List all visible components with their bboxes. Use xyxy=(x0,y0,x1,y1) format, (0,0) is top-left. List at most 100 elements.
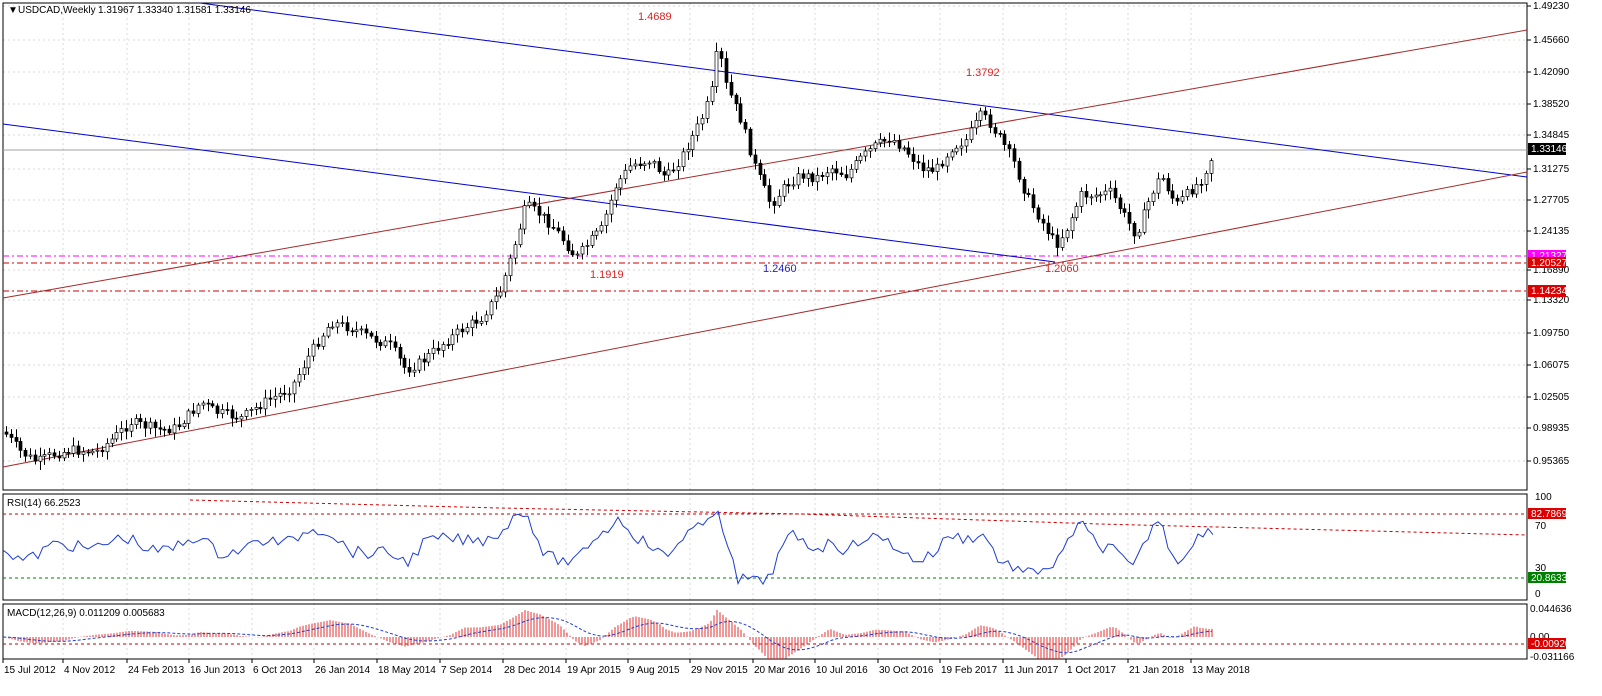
rsi-tick-label: 70 xyxy=(1535,521,1547,532)
time-tick-label: 10 Jul 2016 xyxy=(816,665,868,676)
candle-body xyxy=(417,358,422,371)
candle-body xyxy=(657,161,662,172)
candle-body xyxy=(90,450,95,454)
level-magenta-tag-text: 1.21327 xyxy=(1531,251,1568,262)
candle-body xyxy=(738,103,743,123)
price-tick-label: 0.95365 xyxy=(1533,456,1570,467)
candle-body xyxy=(983,110,988,116)
candle-body xyxy=(585,245,590,247)
candle-body xyxy=(1041,218,1046,224)
annotation-low-2015: 1.1919 xyxy=(590,269,624,281)
candle-body xyxy=(393,341,398,348)
candle-body xyxy=(863,150,868,157)
candle-body xyxy=(498,291,503,297)
price-axis: 1.49230 1.45660 1.42090 1.38520 1.34845 1.312… xyxy=(1527,1,1570,467)
candle-body xyxy=(1089,196,1094,199)
rsi-tick-label: 100 xyxy=(1535,492,1552,503)
candle-body xyxy=(772,201,777,206)
candle-body xyxy=(479,321,484,324)
current-price-tag-text: 1.33146 xyxy=(1531,144,1568,155)
candle-body xyxy=(306,355,311,369)
candle-body xyxy=(1190,189,1195,195)
candle-body xyxy=(546,213,551,228)
macd-level-tag-text: -0.00920 xyxy=(1531,639,1571,650)
candle-body xyxy=(354,329,359,332)
candle-body xyxy=(676,166,681,171)
candle-body xyxy=(446,344,451,346)
macd-axis: 0.044636 0.00 -0.031166 xyxy=(1530,604,1575,663)
candle-body xyxy=(465,327,470,333)
candle-body xyxy=(940,163,945,167)
candle-body xyxy=(273,395,278,400)
candle-body xyxy=(378,341,383,347)
candle-body xyxy=(849,168,854,179)
red-channel-upper-line[interactable] xyxy=(2,29,1528,299)
candle-body xyxy=(282,392,287,395)
annotation-high-2017: 1.3792 xyxy=(966,67,1000,79)
candle-body xyxy=(268,397,273,400)
blue-channel-upper-line[interactable] xyxy=(199,2,1528,178)
candle-body xyxy=(945,156,950,167)
candle-body xyxy=(1050,233,1055,236)
candle-body xyxy=(748,128,753,156)
candle-body xyxy=(1065,230,1070,239)
candle-body xyxy=(892,140,897,143)
candle-body xyxy=(566,240,571,252)
candle-body xyxy=(618,178,623,189)
candle-body xyxy=(522,205,527,230)
candle-body xyxy=(854,160,859,170)
candle-body xyxy=(1026,192,1031,196)
candle-body xyxy=(9,433,14,438)
time-tick-label: 6 Oct 2013 xyxy=(253,665,302,676)
candle-body xyxy=(100,449,105,453)
candle-body xyxy=(71,445,76,454)
candle-body xyxy=(162,428,167,431)
candle-body xyxy=(1108,187,1113,192)
candle-body xyxy=(359,328,364,331)
candle-body xyxy=(969,127,974,141)
candle-body xyxy=(527,201,532,206)
red-channel-lower-line[interactable] xyxy=(2,171,1528,468)
price-tick-label: 1.09750 xyxy=(1533,328,1570,339)
candle-body xyxy=(287,393,292,396)
rsi-line xyxy=(2,510,1214,586)
time-tick-label: 26 Jan 2014 xyxy=(315,665,370,676)
candle-body xyxy=(767,185,772,202)
candle-body xyxy=(810,173,815,183)
candle-body xyxy=(993,127,998,134)
candle-body xyxy=(297,374,302,383)
candle-body xyxy=(148,421,153,429)
chart-ohlc-label: 1.31967 1.33340 1.31581 1.33146 xyxy=(98,5,251,16)
candle-body xyxy=(921,162,926,172)
candle-body xyxy=(710,86,715,102)
candle-body xyxy=(935,163,940,172)
candle-body xyxy=(436,347,441,351)
candle-body xyxy=(398,347,403,359)
candle-body xyxy=(580,246,585,255)
candle-body xyxy=(1046,222,1051,234)
candle-body xyxy=(930,167,935,172)
candle-body xyxy=(76,445,81,455)
candle-body xyxy=(234,417,239,420)
candle-body xyxy=(518,228,523,246)
candle-body xyxy=(911,153,916,162)
candle-body xyxy=(316,343,321,347)
candle-body xyxy=(330,326,335,329)
candle-body xyxy=(998,132,1003,135)
candle-body xyxy=(791,184,796,187)
candle-body xyxy=(594,230,599,236)
blue-channel-lower-line[interactable] xyxy=(2,123,1056,263)
candle-body xyxy=(278,392,283,397)
candle-body xyxy=(28,454,33,457)
candle-body xyxy=(974,119,979,129)
candle-body xyxy=(537,205,542,216)
candle-body xyxy=(460,328,465,333)
time-tick-label: 13 May 2018 xyxy=(1192,665,1250,676)
candle-body xyxy=(681,151,686,168)
candle-body xyxy=(642,163,647,167)
chart-header-arrow-icon[interactable]: ▼ xyxy=(8,5,18,16)
current-price-tag xyxy=(1528,143,1566,155)
rsi-declining-trendline[interactable] xyxy=(189,499,1528,536)
candle-body xyxy=(335,322,340,328)
